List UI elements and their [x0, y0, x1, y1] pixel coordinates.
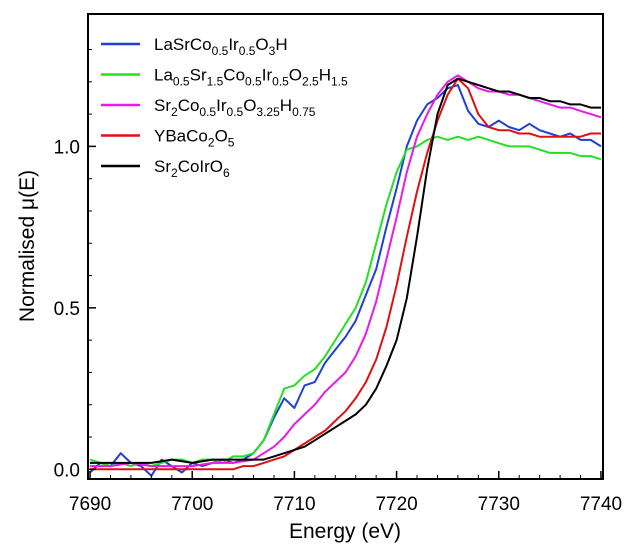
- legend-label-3: Sr2​Co0.5​Ir0.5​O3.25​H0.75​: [154, 96, 316, 119]
- legend-label-5: Sr2​CoIrO6​: [154, 157, 230, 180]
- x-tick-label: 7740: [580, 494, 622, 515]
- series-line-4: [90, 77, 601, 471]
- plot-frame: [87, 13, 604, 480]
- series-line-1: [89, 84, 602, 477]
- legend-label-1: LaSrCo0.5​Ir0.5​O3​H: [154, 35, 288, 58]
- legend: LaSrCo0.5​Ir0.5​O3​H La0.5​Sr1.5​Co0.5​Ir…: [101, 35, 348, 180]
- legend-label-2: La0.5​Sr1.5​Co0.5​Ir0.5​O2.5​H1.5​: [154, 66, 348, 89]
- y-axis: 0.0 0.5 1.0: [54, 49, 96, 481]
- y-tick-label: 0.0: [54, 460, 80, 481]
- y-tick-label: 1.0: [54, 137, 80, 158]
- series-line-5: [90, 77, 601, 464]
- x-tick-label: 7700: [171, 494, 213, 515]
- plot-lines: [89, 74, 602, 477]
- x-tick-label: 7720: [375, 494, 417, 515]
- x-tick-label: 7690: [69, 494, 111, 515]
- x-tick-label: 7710: [273, 494, 315, 515]
- series-line-2: [89, 135, 602, 468]
- x-axis: 7690 7700 7710 7720 7730 7740: [69, 471, 622, 515]
- x-axis-label: Energy (eV): [289, 520, 401, 543]
- legend-label-4: YBaCo2​O5​: [154, 127, 235, 150]
- y-axis-label: Normalised μ(E): [16, 170, 39, 322]
- y-tick-label: 0.5: [54, 299, 80, 320]
- x-tick-label: 7730: [478, 494, 520, 515]
